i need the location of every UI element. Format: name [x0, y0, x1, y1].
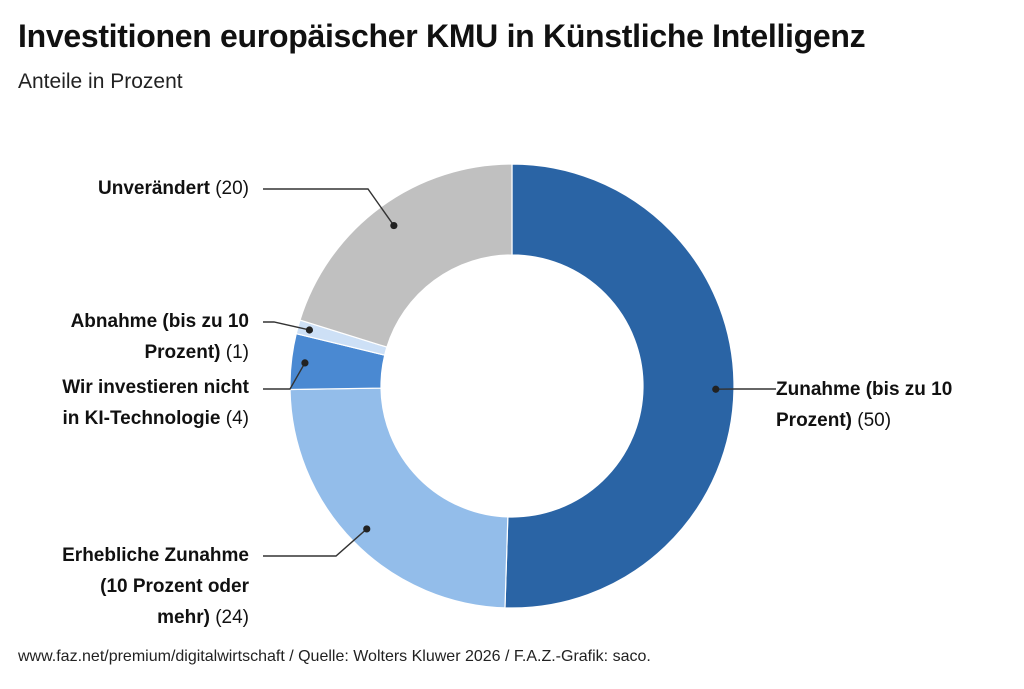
leader-dot — [390, 221, 398, 230]
donut-slice — [299, 163, 513, 348]
slice-label-text: (10 Prozent oder — [100, 576, 249, 597]
slice-label-text: Prozent) — [776, 410, 852, 431]
slice-label: Unverändert (20) — [18, 173, 249, 204]
slice-label-text: Zunahme (bis zu 10 — [776, 379, 953, 400]
leader-line — [263, 188, 395, 226]
slice-label-line: Unverändert (20) — [18, 173, 249, 204]
donut-slice — [504, 163, 735, 609]
leader-line — [263, 528, 368, 557]
slice-label-text: in KI-Technologie — [62, 408, 221, 429]
slice-label: Abnahme (bis zu 10 Prozent) (1) — [18, 306, 249, 368]
leader-dot — [712, 385, 720, 393]
chart-title: Investitionen europäischer KMU in Künstl… — [18, 18, 866, 54]
slice-label: Zunahme (bis zu 10 Prozent) (50) — [776, 374, 1016, 436]
leader-line — [263, 362, 306, 390]
slice-label-text: Unverändert — [98, 178, 210, 199]
chart-subtitle: Anteile in Prozent — [18, 70, 183, 93]
slice-label-line: mehr) (24) — [18, 602, 249, 633]
slice-label-text: Erhebliche Zunahme — [62, 545, 249, 566]
slice-value: (4) — [225, 408, 249, 429]
slice-label-text: mehr) — [157, 607, 210, 628]
slice-value: (20) — [215, 178, 249, 199]
slice-label: Erhebliche Zunahme (10 Prozent oder mehr) … — [18, 540, 249, 633]
slice-label-line: Erhebliche Zunahme — [18, 540, 249, 571]
leader-dot — [305, 326, 314, 334]
slice-value: (50) — [857, 410, 892, 431]
leader-dot — [301, 359, 309, 367]
slice-label-text: Abnahme (bis zu 10 — [70, 311, 249, 332]
slice-label: Wir investieren nicht in KI-Technologie (… — [18, 372, 249, 434]
slice-label-line: Abnahme (bis zu 10 — [18, 306, 249, 337]
slice-label-text: Wir investieren nicht — [62, 377, 249, 398]
slice-value: (24) — [215, 607, 249, 628]
leader-dot — [363, 525, 371, 533]
slice-label-line: in KI-Technologie (4) — [18, 403, 250, 434]
source-footer: www.faz.net/premium/digitalwirtschaft / … — [18, 648, 651, 665]
leader-line — [263, 321, 310, 331]
slice-label-text: Prozent) — [144, 342, 221, 363]
slice-label-line: Zunahme (bis zu 10 — [776, 374, 1016, 405]
slice-value: (1) — [225, 342, 249, 363]
slice-label-line: Prozent) (1) — [18, 337, 249, 368]
slice-label-line: Prozent) (50) — [776, 405, 1016, 436]
slice-label-line: (10 Prozent oder — [18, 571, 249, 602]
donut-slice — [289, 387, 509, 609]
slice-label-line: Wir investieren nicht — [18, 372, 249, 403]
